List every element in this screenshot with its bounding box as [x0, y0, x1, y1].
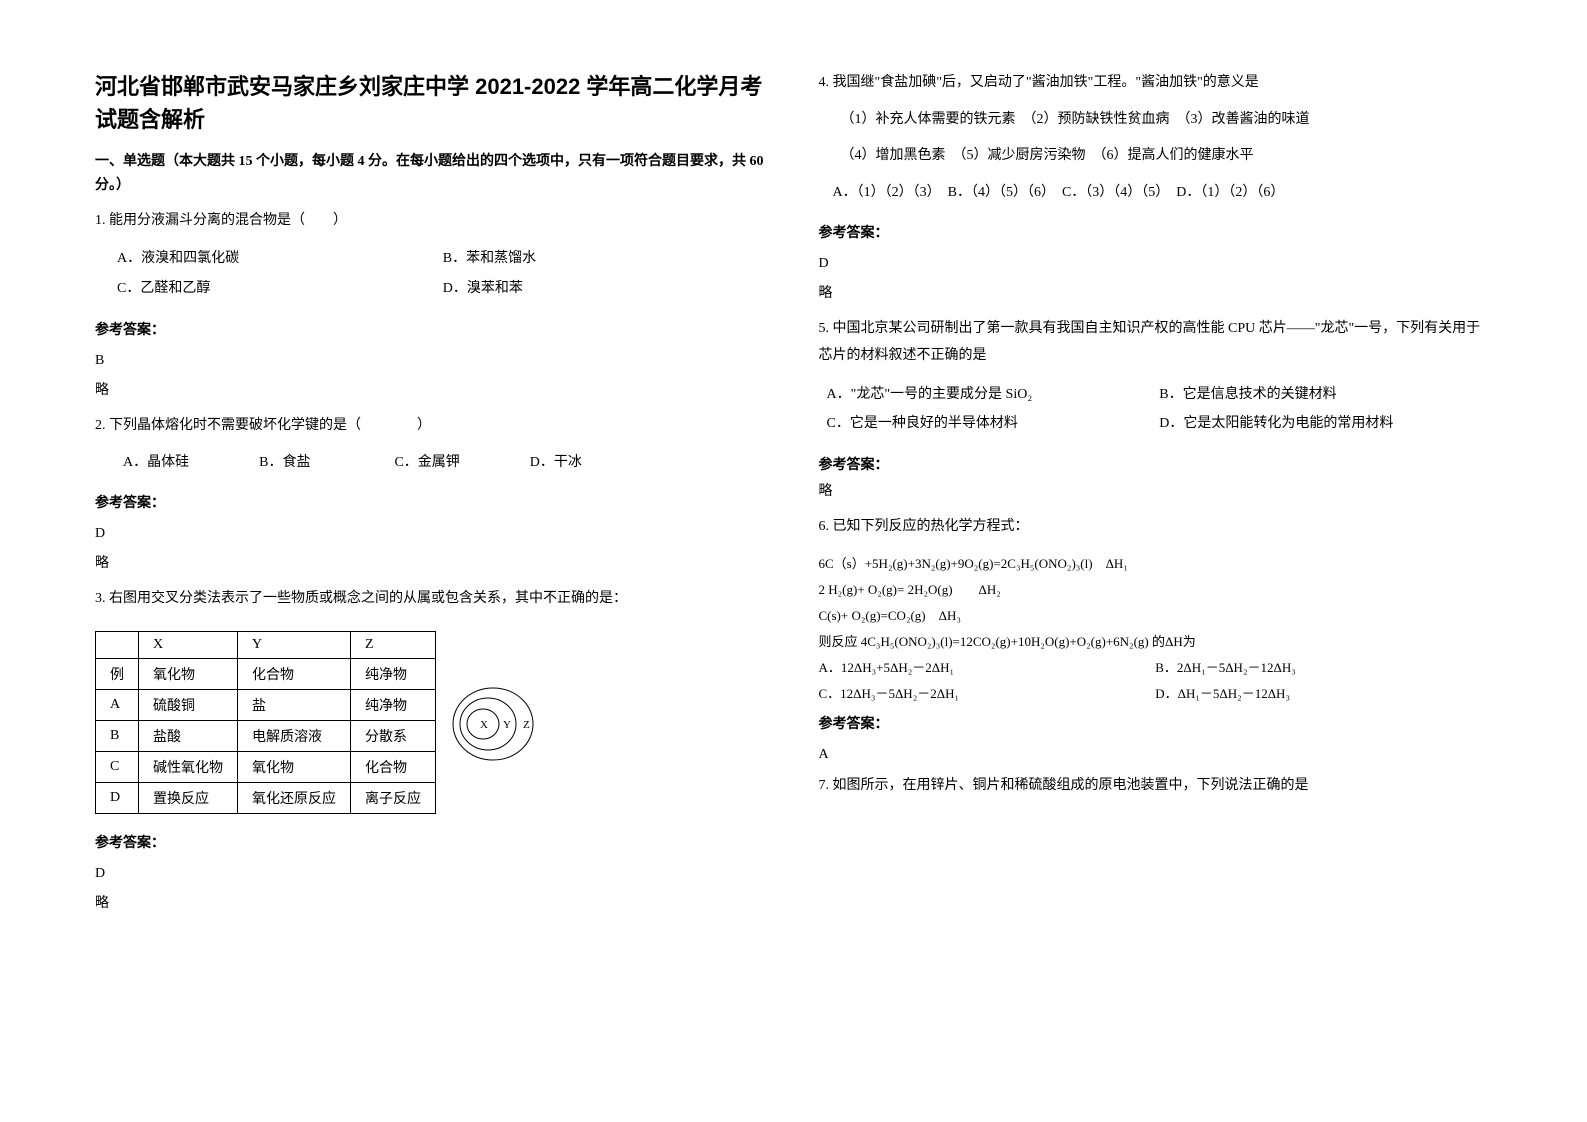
cell: 氧化物: [139, 658, 238, 689]
table-row: A 硫酸铜 盐 纯净物: [96, 689, 436, 720]
cell: 置换反应: [139, 782, 238, 813]
table-row: B 盐酸 电解质溶液 分散系: [96, 720, 436, 751]
cell: C: [96, 751, 139, 782]
q5-answer-label: 参考答案：: [819, 454, 1493, 474]
q2-answer: D: [95, 526, 769, 542]
q2-options: A．晶体硅 B．食盐 C．金属钾 D．干冰: [95, 450, 769, 477]
q3-stem: 3. 右图用交叉分类法表示了一些物质或概念之间的从属或包含关系，其中不正确的是：: [95, 586, 769, 613]
q4-line1: （1）补充人体需要的铁元素 （2）预防缺铁性贫血病 （3）改善酱油的味道: [819, 107, 1493, 134]
q5-skip: 略: [819, 480, 1493, 500]
q6-stem: 6. 已知下列反应的热化学方程式：: [819, 514, 1493, 541]
venn-diagram-icon: X Y Z: [448, 684, 538, 764]
q4-stem: 4. 我国继"食盐加碘"后，又启动了"酱油加铁"工程。"酱油加铁"的意义是: [819, 70, 1493, 97]
q6-eq2: 2 H₂(g)+ O₂(g)= 2H₂O(g) ΔH₂: [819, 577, 1493, 603]
cell: X: [139, 631, 238, 658]
table-row: X Y Z: [96, 631, 436, 658]
q1-answer: B: [95, 353, 769, 369]
q5-opt-a: A．"龙芯"一号的主要成分是 SiO₂: [827, 380, 1160, 409]
cell: 例: [96, 658, 139, 689]
q5-stem: 5. 中国北京某公司研制出了第一款具有我国自主知识产权的高性能 CPU 芯片——…: [819, 316, 1493, 369]
q4-line2: （4）增加黑色素 （5）减少厨房污染物 （6）提高人们的健康水平: [819, 143, 1493, 170]
q1-opt-a: A．液溴和四氯化碳: [117, 244, 443, 273]
q5-opt-c: C．它是一种良好的半导体材料: [827, 409, 1160, 438]
q3-answer: D: [95, 866, 769, 882]
q3-table-venn-wrap: X Y Z 例 氧化物 化合物 纯净物 A 硫酸铜 盐 纯净物 B 盐酸 电解质…: [95, 623, 769, 826]
right-column: 4. 我国继"食盐加碘"后，又启动了"酱油加铁"工程。"酱油加铁"的意义是 （1…: [819, 70, 1493, 1082]
cell: [96, 631, 139, 658]
cell: 硫酸铜: [139, 689, 238, 720]
q6-answer-label: 参考答案：: [819, 713, 1493, 733]
q4-answer-label: 参考答案：: [819, 222, 1493, 242]
q3-answer-label: 参考答案：: [95, 832, 769, 852]
cell: 电解质溶液: [238, 720, 351, 751]
q6-eq4: 则反应 4C₃H₅(ONO₂)₃(l)=12CO₂(g)+10H₂O(g)+O₂…: [819, 629, 1493, 655]
cell: Y: [238, 631, 351, 658]
table-row: 例 氧化物 化合物 纯净物: [96, 658, 436, 689]
q4-answer: D: [819, 256, 1493, 272]
cell: 化合物: [238, 658, 351, 689]
q6-answer: A: [819, 747, 1493, 763]
cell: B: [96, 720, 139, 751]
cell: 纯净物: [351, 689, 436, 720]
cell: A: [96, 689, 139, 720]
q5-options: A．"龙芯"一号的主要成分是 SiO₂ B．它是信息技术的关键材料 C．它是一种…: [819, 380, 1493, 439]
q6-opt-c: C．12ΔH₃－5ΔH₂－2ΔH₁: [819, 681, 1156, 707]
cell: 碱性氧化物: [139, 751, 238, 782]
cell: 氧化物: [238, 751, 351, 782]
q6-opt-d: D．ΔH₁－5ΔH₂－12ΔH₃: [1155, 681, 1492, 707]
cell: 化合物: [351, 751, 436, 782]
cell: 纯净物: [351, 658, 436, 689]
q2-skip: 略: [95, 552, 769, 572]
q7-stem: 7. 如图所示，在用锌片、铜片和稀硫酸组成的原电池装置中，下列说法正确的是: [819, 773, 1493, 800]
q6-opt-a: A．12ΔH₃+5ΔH₂－2ΔH₁: [819, 655, 1156, 681]
exam-title: 河北省邯郸市武安马家庄乡刘家庄中学 2021-2022 学年高二化学月考试题含解…: [95, 70, 769, 136]
cell: 盐: [238, 689, 351, 720]
q5-opt-b: B．它是信息技术的关键材料: [1159, 380, 1492, 409]
q4-skip: 略: [819, 282, 1493, 302]
venn-y-label: Y: [503, 719, 511, 731]
venn-x-label: X: [480, 719, 488, 731]
q6-eq3: C(s)+ O₂(g)=CO₂(g) ΔH₃: [819, 603, 1493, 629]
q1-skip: 略: [95, 379, 769, 399]
q1-stem: 1. 能用分液漏斗分离的混合物是（ ）: [95, 208, 769, 235]
q6-opt-b: B．2ΔH₁－5ΔH₂－12ΔH₃: [1155, 655, 1492, 681]
cell: 氧化还原反应: [238, 782, 351, 813]
section-header: 一、单选题（本大题共 15 个小题，每小题 4 分。在每小题给出的四个选项中，只…: [95, 150, 769, 198]
cell: 分散系: [351, 720, 436, 751]
left-column: 河北省邯郸市武安马家庄乡刘家庄中学 2021-2022 学年高二化学月考试题含解…: [95, 70, 769, 1082]
q1-opt-c: C．乙醛和乙醇: [117, 274, 443, 303]
table-row: C 碱性氧化物 氧化物 化合物: [96, 751, 436, 782]
q1-opt-b: B．苯和蒸馏水: [443, 244, 769, 273]
cell: D: [96, 782, 139, 813]
q3-table: X Y Z 例 氧化物 化合物 纯净物 A 硫酸铜 盐 纯净物 B 盐酸 电解质…: [95, 631, 436, 814]
cell: Z: [351, 631, 436, 658]
q1-options: A．液溴和四氯化碳 B．苯和蒸馏水 C．乙醛和乙醇 D．溴苯和苯: [95, 244, 769, 303]
table-row: D 置换反应 氧化还原反应 离子反应: [96, 782, 436, 813]
q2-stem: 2. 下列晶体熔化时不需要破坏化学键的是（ ）: [95, 413, 769, 440]
q4-options: A．（1）（2）（3） B．（4）（5）（6） C．（3）（4）（5） D．（1…: [819, 180, 1493, 207]
q3-skip: 略: [95, 892, 769, 912]
venn-z-label: Z: [523, 719, 530, 731]
q1-answer-label: 参考答案：: [95, 319, 769, 339]
q5-opt-d: D．它是太阳能转化为电能的常用材料: [1159, 409, 1492, 438]
q6-options: A．12ΔH₃+5ΔH₂－2ΔH₁ B．2ΔH₁－5ΔH₂－12ΔH₃ C．12…: [819, 655, 1493, 707]
q2-answer-label: 参考答案：: [95, 492, 769, 512]
q1-opt-d: D．溴苯和苯: [443, 274, 769, 303]
cell: 盐酸: [139, 720, 238, 751]
q6-eq1: 6C（s）+5H₂(g)+3N₂(g)+9O₂(g)=2C₃H₅(ONO₂)₃(…: [819, 551, 1493, 577]
cell: 离子反应: [351, 782, 436, 813]
